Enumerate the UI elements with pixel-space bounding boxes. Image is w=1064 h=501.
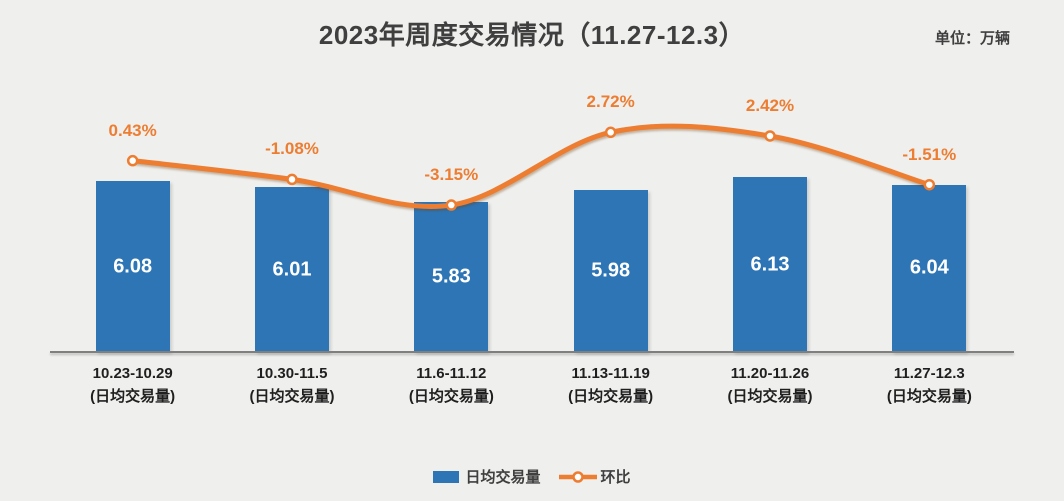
percent-label: 0.43% [108, 120, 157, 140]
bar-value-label: 6.04 [909, 256, 949, 279]
bar-10.30-11.5 [255, 187, 329, 352]
bar-11.27-12.3 [892, 184, 967, 352]
x-axis-label: 11.27-12.3 (日均交易量) [886, 365, 972, 405]
bar-11.6-11.12 [414, 202, 489, 352]
bar-10.23-10.29 [95, 181, 170, 352]
x-axis-label: 10.30-11.5 (日均交易量) [249, 365, 335, 405]
bar-value-label: 6.13 [750, 253, 790, 276]
x-axis-label: 11.13-11.19 (日均交易量) [568, 365, 654, 405]
legend: 日均交易量 环比 [0, 466, 1064, 487]
bar-value-label: 5.98 [591, 259, 631, 282]
x-axis-label: 11.6-11.12 (日均交易量) [408, 365, 494, 405]
bar-value-label: 5.83 [431, 265, 471, 288]
line-path [130, 123, 932, 209]
percent-label: 2.42% [745, 95, 795, 115]
bar-11.13-11.19 [573, 189, 648, 352]
line-point-marker [604, 126, 617, 139]
bar-value-label: 6.08 [113, 255, 153, 278]
x-axis-line [50, 351, 1014, 353]
percent-label: -1.08% [265, 139, 319, 159]
line-point-marker [764, 130, 776, 142]
chart-title: 2023年周度交易情况（11.27-12.3） [318, 20, 746, 50]
line-point-marker [286, 173, 298, 186]
x-axis-label: 11.20-11.26 (日均交易量) [727, 365, 813, 405]
line-point-marker [126, 154, 139, 167]
legend-line-label: 环比 [600, 469, 631, 486]
percent-label: 2.72% [586, 92, 635, 112]
x-axis-label: 10.23-10.29 (日均交易量) [90, 365, 176, 405]
legend-bar-label: 日均交易量 [465, 469, 541, 486]
percent-label: -1.51% [902, 144, 957, 164]
bar-value-label: 6.01 [272, 258, 312, 281]
legend-bar-swatch [433, 470, 460, 483]
unit-label: 单位：万辆 [934, 30, 1010, 47]
legend-line-swatch [557, 470, 599, 484]
percent-label: -3.15% [424, 165, 479, 185]
